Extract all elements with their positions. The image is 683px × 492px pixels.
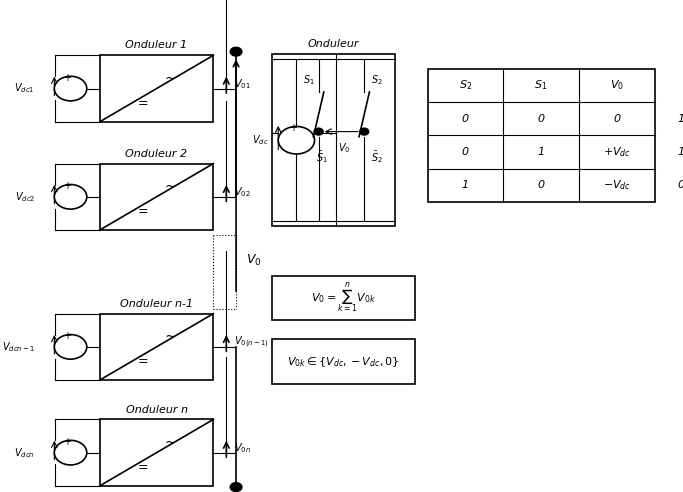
Text: $S_1$: $S_1$ (535, 79, 548, 92)
Text: $V_{dcn}$: $V_{dcn}$ (14, 446, 35, 460)
Text: +: + (64, 437, 71, 447)
Text: $\bar{S}_2$: $\bar{S}_2$ (371, 149, 382, 165)
Text: =: = (137, 96, 148, 110)
Text: $V_{0k} \in \{V_{dc}, -V_{dc}, 0\}$: $V_{0k} \in \{V_{dc}, -V_{dc}, 0\}$ (287, 355, 400, 369)
Bar (100, 314, 213, 380)
Text: $V_{01}$: $V_{01}$ (234, 77, 251, 91)
Text: 0: 0 (538, 114, 544, 123)
Text: ~: ~ (165, 330, 176, 344)
Circle shape (360, 128, 369, 135)
Circle shape (230, 47, 242, 56)
Circle shape (230, 483, 242, 492)
Circle shape (55, 184, 87, 209)
Text: +: + (64, 181, 71, 191)
Text: $V_{dc}$: $V_{dc}$ (252, 133, 268, 147)
Text: 1: 1 (677, 147, 683, 157)
Text: Onduleur: Onduleur (307, 39, 359, 49)
Text: $V_0 = \sum_{k=1}^{n} V_{0k}$: $V_0 = \sum_{k=1}^{n} V_{0k}$ (311, 280, 376, 315)
Text: 1: 1 (462, 180, 469, 190)
Text: ~: ~ (165, 180, 176, 194)
Text: $V_0$: $V_0$ (246, 253, 262, 268)
Text: $S_2$: $S_2$ (459, 79, 472, 92)
Circle shape (55, 76, 87, 101)
Bar (100, 419, 213, 486)
Text: $\bar{S}_1$: $\bar{S}_1$ (316, 149, 328, 165)
Text: +: + (289, 123, 297, 133)
Text: +: + (64, 73, 71, 83)
Text: $V_{dc2}$: $V_{dc2}$ (14, 190, 35, 204)
Text: ~: ~ (165, 72, 176, 86)
Text: $V_{dcn-1}$: $V_{dcn-1}$ (2, 340, 35, 354)
Text: 0: 0 (613, 114, 620, 123)
Bar (428, 69, 655, 202)
Text: +: + (64, 331, 71, 341)
Text: 0: 0 (462, 147, 469, 157)
Text: $S_1$: $S_1$ (303, 73, 315, 87)
Bar (272, 54, 395, 226)
Circle shape (314, 128, 323, 135)
Text: $V_0$: $V_0$ (338, 141, 351, 155)
Text: $-V_{dc}$: $-V_{dc}$ (603, 178, 631, 192)
Text: $+V_{dc}$: $+V_{dc}$ (603, 145, 631, 159)
Text: 0: 0 (462, 114, 469, 123)
Text: ~: ~ (165, 436, 176, 450)
Text: =: = (137, 355, 148, 368)
Text: 0: 0 (538, 180, 544, 190)
Bar (100, 55, 213, 122)
Text: 0: 0 (677, 180, 683, 190)
Bar (100, 163, 213, 230)
Circle shape (278, 126, 315, 154)
Circle shape (55, 440, 87, 465)
Text: =: = (137, 205, 148, 218)
Text: 1: 1 (677, 114, 683, 123)
Text: Onduleur n-1: Onduleur n-1 (120, 299, 193, 309)
Text: $V_0$: $V_0$ (610, 79, 624, 92)
Bar (272, 339, 415, 384)
Text: Onduleur 1: Onduleur 1 (126, 40, 188, 50)
Bar (272, 276, 415, 320)
Text: Onduleur n: Onduleur n (126, 404, 188, 414)
Text: $V_{02}$: $V_{02}$ (234, 185, 251, 199)
Text: 1: 1 (538, 147, 544, 157)
Text: $V_{0(n-1)}$: $V_{0(n-1)}$ (234, 334, 269, 350)
Circle shape (55, 335, 87, 359)
Text: =: = (137, 461, 148, 474)
Text: $V_{0n}$: $V_{0n}$ (234, 441, 251, 455)
Text: $V_{dc1}$: $V_{dc1}$ (14, 82, 35, 95)
Text: Onduleur 2: Onduleur 2 (126, 149, 188, 158)
Text: $S_2$: $S_2$ (371, 73, 382, 87)
